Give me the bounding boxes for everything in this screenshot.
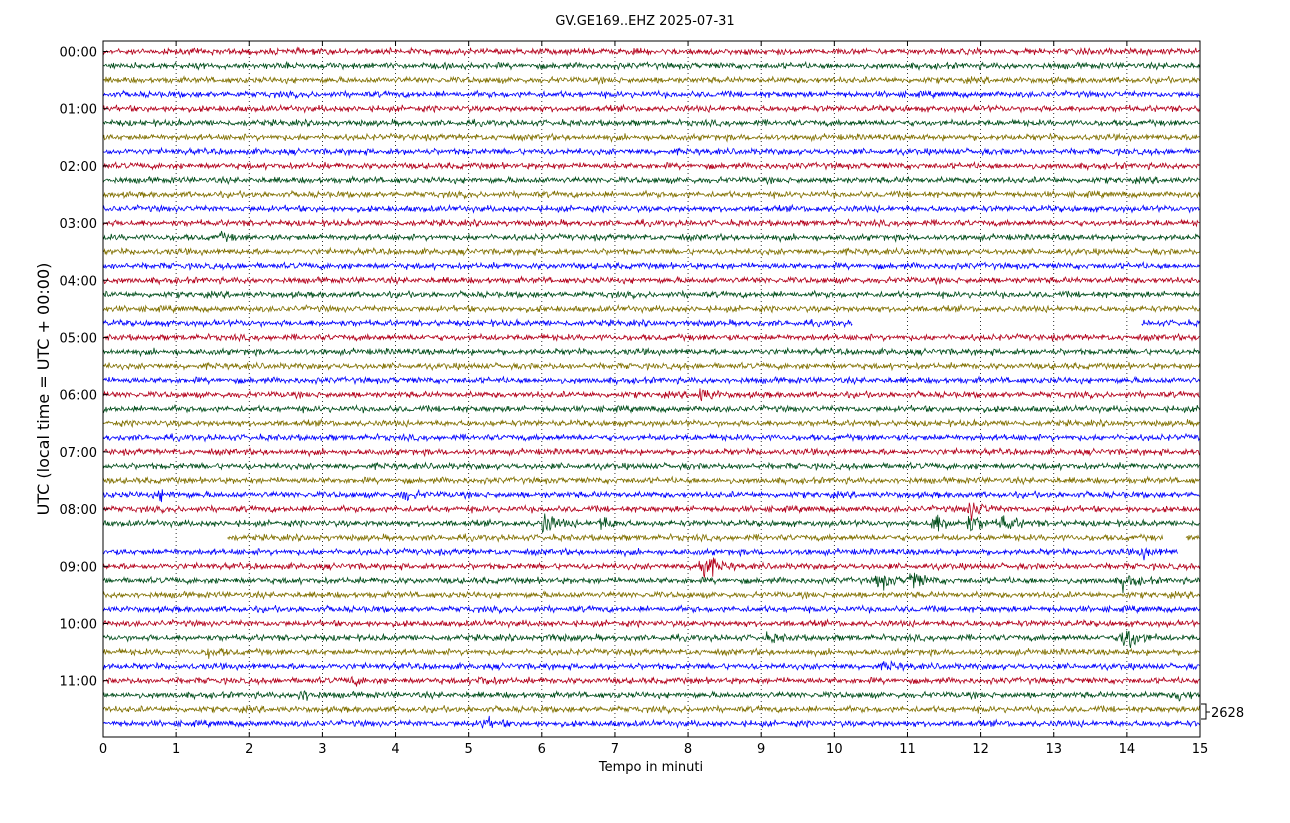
- x-tick-label: 4: [391, 742, 399, 757]
- x-tick-label: 8: [684, 742, 692, 757]
- trace-line: [102, 446, 1200, 458]
- trace-line: [102, 647, 1200, 659]
- trace-line: [102, 461, 1200, 472]
- plot-frame: [102, 40, 1201, 738]
- y-axis-label: UTC (local time = UTC + 00:00): [34, 263, 53, 516]
- y-tick-label: 03:00: [60, 217, 97, 232]
- y-tick-label: 01:00: [60, 103, 97, 118]
- trace-line: [227, 532, 1200, 543]
- trace-line: [102, 75, 1200, 86]
- trace-line: [102, 675, 1200, 687]
- x-tick-label: 6: [538, 742, 546, 757]
- trace-line: [102, 46, 1200, 57]
- x-tick-label: 9: [757, 742, 765, 757]
- scale-label: 2628: [1211, 706, 1244, 721]
- trace-line: [102, 557, 1200, 578]
- trace-line: [102, 60, 1200, 72]
- trace-line: [102, 318, 1200, 329]
- y-tick-label: 11:00: [60, 675, 97, 690]
- seismic-traces: [102, 46, 1200, 729]
- trace-line: [102, 132, 1200, 143]
- trace-line: [102, 418, 1200, 429]
- trace-line: [102, 475, 1200, 486]
- trace-line: [102, 513, 1200, 533]
- trace-line: [102, 690, 1200, 702]
- trace-line: [102, 203, 1200, 214]
- x-tick-label: 3: [318, 742, 326, 757]
- trace-line: [102, 160, 1200, 172]
- vertical-grid: [175, 41, 1128, 737]
- y-tick-label: 09:00: [60, 560, 97, 575]
- trace-line: [102, 89, 1200, 100]
- amplitude-scale-bar: 2628: [1201, 703, 1244, 721]
- y-tick-label: 06:00: [60, 389, 97, 404]
- trace-line: [102, 432, 1200, 443]
- x-tick-label: 5: [465, 742, 473, 757]
- x-tick-label: 10: [826, 742, 843, 757]
- trace-line: [102, 230, 1200, 243]
- chart-title: GV.GE169..EHZ 2025-07-31: [555, 14, 734, 29]
- x-tick-label: 0: [99, 742, 107, 757]
- trace-line: [102, 502, 1200, 521]
- x-tick-label: 14: [1119, 742, 1136, 757]
- trace-line: [102, 146, 1200, 157]
- scale-bracket: [1201, 703, 1210, 720]
- x-tick-label: 13: [1045, 742, 1062, 757]
- trace-line: [102, 117, 1200, 129]
- x-tick-label: 2: [245, 742, 253, 757]
- x-tick-label: 12: [972, 742, 989, 757]
- trace-line: [102, 704, 1200, 715]
- trace-line: [102, 289, 1200, 300]
- trace-line: [102, 715, 1200, 729]
- trace-line: [102, 660, 1200, 672]
- trace-line: [102, 630, 1200, 648]
- trace-line: [102, 361, 1200, 372]
- trace-line: [102, 218, 1200, 229]
- y-tick-label: 08:00: [60, 503, 97, 518]
- y-tick-label: 04:00: [60, 274, 97, 289]
- trace-line: [102, 589, 1200, 601]
- trace-line: [102, 175, 1200, 186]
- trace-line: [102, 189, 1200, 200]
- x-tick-label: 11: [899, 742, 916, 757]
- trace-line: [102, 303, 1200, 314]
- trace-line: [102, 261, 1200, 272]
- trace-line: [102, 604, 1200, 615]
- trace-line: [102, 103, 1200, 114]
- x-tick-label: 15: [1192, 742, 1209, 757]
- trace-line: [102, 618, 1200, 629]
- trace-line: [102, 346, 1200, 358]
- trace-line: [102, 547, 1179, 561]
- x-tick-label: 7: [611, 742, 619, 757]
- y-axis: 00:00 01:00 02:00 03:00 04:00 05:00 06:00 07:00…: [60, 46, 108, 690]
- y-tick-label: 00:00: [60, 46, 97, 61]
- x-axis-label: Tempo in minuti: [598, 760, 703, 775]
- y-tick-label: 10:00: [60, 618, 97, 633]
- x-axis: 0 1 2 3 4 5 6 7 8 9 10 11 12 13 14 15: [99, 41, 1208, 757]
- y-tick-label: 07:00: [60, 446, 97, 461]
- trace-line: [102, 275, 1200, 286]
- y-tick-label: 05:00: [60, 332, 97, 347]
- x-tick-label: 1: [172, 742, 180, 757]
- y-tick-label: 02:00: [60, 160, 97, 175]
- trace-line: [102, 572, 1200, 594]
- trace-line: [102, 246, 1200, 257]
- trace-line: [102, 488, 1200, 503]
- trace-line: [102, 375, 1200, 386]
- trace-line: [102, 388, 1200, 402]
- trace-line: [102, 332, 1200, 343]
- trace-line: [102, 403, 1200, 415]
